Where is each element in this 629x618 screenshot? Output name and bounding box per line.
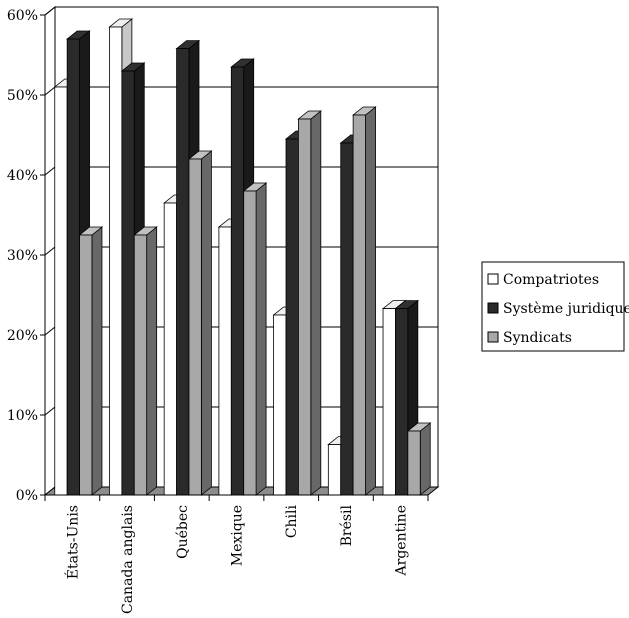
legend-box — [481, 261, 625, 352]
legend-label-0: Compatriotes — [503, 272, 599, 288]
legend-swatch-0 — [487, 273, 499, 285]
bar-syndicats-1 — [133, 226, 158, 496]
x-tick-label-1: Canada anglais — [120, 505, 136, 614]
x-tick-label-5: Brésil — [339, 504, 355, 546]
bar-syndicats-3 — [242, 182, 268, 496]
bar-syndicats-2 — [187, 150, 213, 496]
x-tick-label-2: Québec — [175, 505, 191, 559]
x-tick-label-0: États-Unis — [63, 505, 81, 579]
y-tick-label-50: 50% — [7, 88, 38, 104]
gridline-side-20 — [44, 326, 56, 336]
y-tick-label-0: 0% — [16, 488, 38, 504]
bar-syndicats-5 — [351, 106, 377, 496]
gridline-side-10 — [44, 406, 56, 416]
y-tick-label-10: 10% — [7, 408, 38, 424]
y-axis-ticks: 0% 10% 20% 30% 40% 50% 60% — [7, 8, 45, 504]
gridline-side-60 — [44, 6, 56, 16]
bar-syndicats-4 — [297, 110, 322, 496]
y-tick-label-30: 30% — [7, 248, 38, 264]
gridline-side-40 — [44, 166, 56, 176]
y-tick-label-40: 40% — [7, 168, 38, 184]
legend: Compatriotes Système juridique Syndicats — [481, 261, 629, 352]
legend-swatch-1 — [487, 302, 499, 314]
x-tick-label-3: Mexique — [230, 505, 246, 566]
y-tick-label-20: 20% — [7, 328, 38, 344]
legend-label-1: Système juridique — [503, 301, 629, 317]
bars — [53, 18, 432, 496]
gridline-side-50 — [44, 86, 56, 96]
gridline-side-30 — [44, 246, 56, 256]
x-axis-ticks: États-Unis Canada anglais Québec Mexique Chi… — [44, 495, 429, 614]
y-tick-label-60: 60% — [7, 8, 38, 24]
legend-label-2: Syndicats — [503, 330, 572, 346]
x-tick-label-6: Argentine — [394, 505, 410, 576]
legend-swatch-2 — [487, 331, 499, 343]
bar-syndicats-0 — [78, 226, 104, 496]
bar-syndicats-6 — [406, 422, 432, 496]
x-tick-label-4: Chili — [284, 504, 300, 538]
